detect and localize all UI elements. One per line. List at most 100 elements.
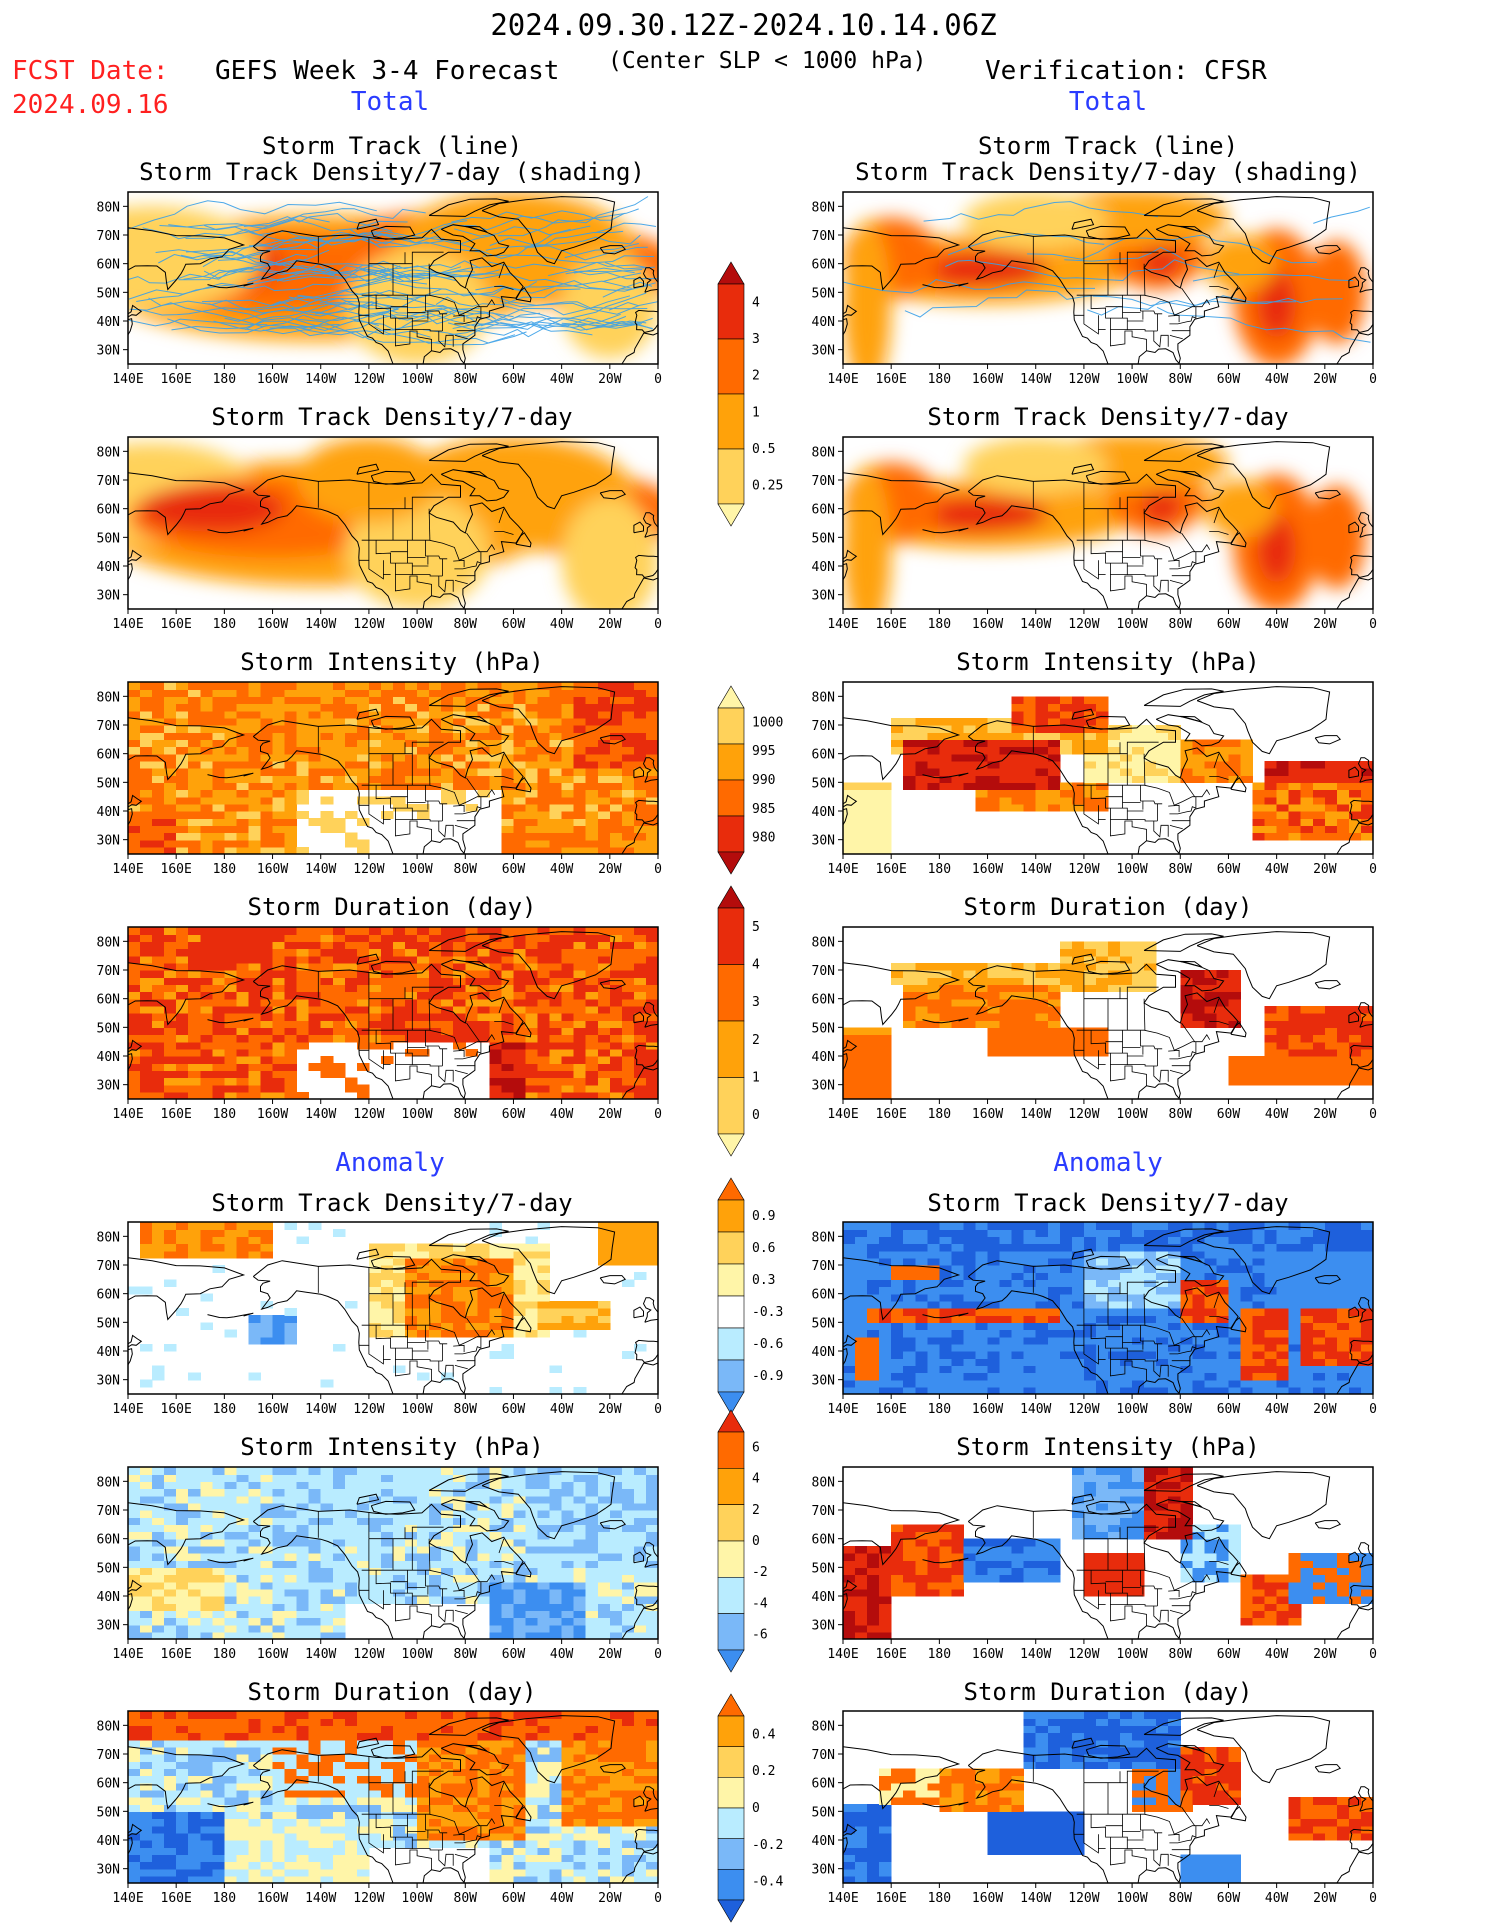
grid-cell xyxy=(1228,753,1242,762)
grid-cell xyxy=(513,839,527,848)
grid-cell xyxy=(525,1027,539,1036)
grid-cell xyxy=(975,1372,989,1381)
grid-cell xyxy=(1096,1329,1109,1338)
grid-cell xyxy=(549,1034,563,1043)
grid-cell xyxy=(633,1048,647,1057)
grid-cell xyxy=(843,825,856,834)
grid-cell xyxy=(489,1279,502,1288)
grid-cell xyxy=(915,1351,928,1359)
grid-cell xyxy=(843,1063,856,1071)
grid-cell xyxy=(441,1315,454,1323)
grid-cell xyxy=(152,682,165,690)
grid-cell xyxy=(368,1005,382,1014)
shade-blob xyxy=(843,220,892,364)
grid-cell xyxy=(453,710,466,719)
grid-cell xyxy=(1011,1379,1025,1388)
political-border xyxy=(453,314,465,323)
grid-cell xyxy=(999,782,1013,791)
grid-cell xyxy=(1011,746,1025,755)
grid-cell xyxy=(561,825,575,834)
coastline xyxy=(843,304,858,318)
grid-cell xyxy=(525,1013,539,1021)
grid-cell xyxy=(1204,1365,1217,1374)
lat-tick-label: 60N xyxy=(97,258,120,273)
grid-cell xyxy=(381,1272,394,1280)
grid-cell xyxy=(477,1329,490,1338)
grid-cell xyxy=(1023,753,1037,762)
grid-cell xyxy=(140,832,153,841)
grid-cell xyxy=(429,725,442,733)
grid-cell xyxy=(224,703,237,712)
grid-cell xyxy=(975,1257,989,1266)
grid-cell xyxy=(1204,1372,1217,1381)
lon-tick-label: 100W xyxy=(401,372,432,387)
grid-cell xyxy=(999,1243,1013,1252)
grid-cell xyxy=(597,696,611,705)
lon-tick-label: 140E xyxy=(827,617,858,632)
grid-cell xyxy=(1276,1265,1290,1273)
coastline xyxy=(634,554,658,579)
grid-cell xyxy=(248,1084,262,1093)
grid-cell xyxy=(915,732,928,740)
grid-cell xyxy=(951,1329,964,1338)
grid-cell xyxy=(633,710,647,719)
grid-cell xyxy=(236,1222,249,1230)
grid-cell xyxy=(405,703,418,712)
coastline xyxy=(465,1255,488,1263)
grid-cell xyxy=(1336,1250,1350,1259)
coastline xyxy=(599,735,627,745)
lat-tick-label: 50N xyxy=(97,531,120,546)
grid-cell xyxy=(368,1308,382,1316)
grid-cell xyxy=(417,977,430,985)
grid-cell xyxy=(1071,1308,1085,1316)
grid-cell xyxy=(1361,1056,1373,1064)
grid-cell xyxy=(987,796,1001,805)
grid-cell xyxy=(609,811,623,819)
grid-cell xyxy=(975,1358,989,1366)
grid-cell xyxy=(128,1027,141,1036)
grid-cell xyxy=(417,1372,430,1381)
grid-cell xyxy=(465,1005,478,1014)
grid-cell xyxy=(1083,1386,1097,1394)
grid-cell xyxy=(1071,725,1085,733)
grid-cell xyxy=(1096,1308,1109,1316)
grid-cell xyxy=(537,775,551,783)
grid-cell xyxy=(320,775,334,783)
grid-cell xyxy=(1216,1243,1229,1252)
grid-cell xyxy=(609,1077,623,1086)
grid-cell xyxy=(855,1243,868,1252)
grid-cell xyxy=(1168,746,1181,755)
grid-cell xyxy=(1324,1070,1338,1079)
grid-cell xyxy=(646,970,658,978)
grid-cell xyxy=(1252,1308,1266,1316)
grid-cell xyxy=(332,1343,346,1352)
grid-cell xyxy=(429,1300,442,1309)
grid-cell xyxy=(1300,768,1314,776)
political-border xyxy=(1169,1041,1197,1060)
grid-cell xyxy=(855,782,868,791)
grid-cell xyxy=(489,1041,502,1050)
lon-tick-label: 20W xyxy=(1313,617,1337,632)
lon-tick-label: 60W xyxy=(502,372,526,387)
grid-cell xyxy=(561,682,575,690)
grid-cell xyxy=(381,984,394,993)
grid-cell xyxy=(332,689,346,697)
grid-cell xyxy=(903,1020,916,1028)
grid-cell xyxy=(477,782,490,791)
grid-cell xyxy=(1035,1300,1049,1309)
forecast-title: GEFS Week 3-4 Forecast xyxy=(215,56,560,86)
grid-cell xyxy=(549,818,563,826)
grid-cell xyxy=(1276,1257,1290,1266)
grid-cell xyxy=(1312,1379,1326,1388)
grid-cell xyxy=(164,934,177,942)
grid-cell xyxy=(200,703,213,712)
grid-cell xyxy=(646,789,658,798)
grid-cell xyxy=(441,768,454,776)
grid-cell xyxy=(1204,1229,1217,1237)
grid-cell xyxy=(188,1084,201,1093)
panel-title-duration-right: Storm Duration (day) xyxy=(963,893,1253,921)
grid-cell xyxy=(646,717,658,726)
grid-cell xyxy=(951,775,964,783)
grid-cell xyxy=(212,782,225,791)
grid-cell xyxy=(441,1027,454,1036)
